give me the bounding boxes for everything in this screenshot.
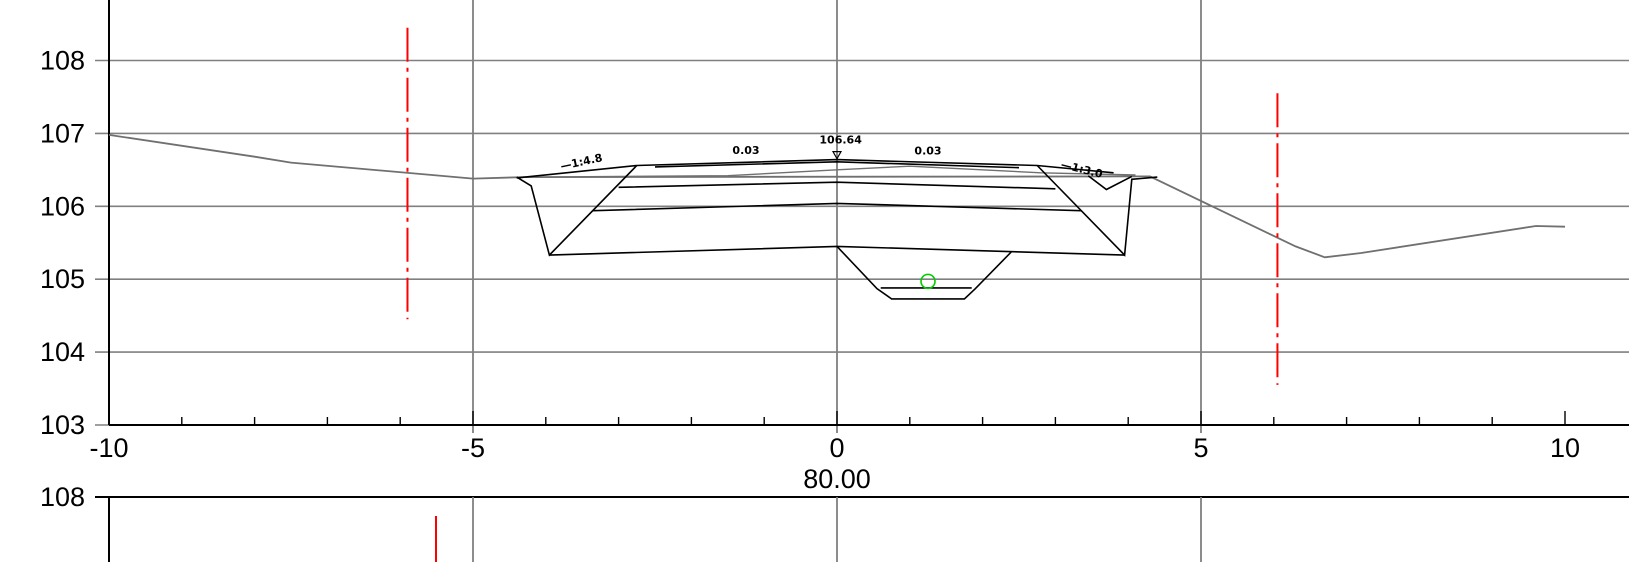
grid-lines (95, 0, 1629, 433)
dimension-label: 0.03 (732, 144, 759, 157)
elevation-marker-icon (831, 151, 843, 160)
utility-trench (836, 245, 1013, 300)
y-tick-label: 108 (40, 482, 85, 512)
ditch-right (1087, 175, 1133, 191)
x-tick-label: -5 (461, 433, 485, 463)
pavement-layer-line (593, 202, 1081, 212)
annotations: 106.640.03 0.03—1:4.8 —1:3.0 (559, 134, 1104, 181)
x-tick-label: 5 (1193, 433, 1208, 463)
axis-ticks (108, 411, 1629, 426)
dimension-label: 106.64 (819, 134, 862, 147)
pavement-layer-line (618, 181, 1056, 190)
y-tick-label: 107 (40, 118, 85, 148)
x-tick-label: 10 (1550, 433, 1580, 463)
right-of-way-markers (406, 27, 1279, 385)
x-tick-label: 0 (829, 433, 844, 463)
y-tick-label: 108 (40, 46, 85, 76)
x-tick-label: -10 (89, 433, 128, 463)
ground-line (108, 134, 1566, 259)
road-design (516, 151, 1158, 300)
axis-labels: 103 104 105 106 107 108 -10 -5 0 5 10 80.00 (40, 46, 1580, 495)
pipe-circle (920, 273, 936, 290)
next-cross-section: 108 (40, 482, 1629, 562)
station-label: 80.00 (803, 464, 871, 494)
excavation-outline-right (1036, 164, 1158, 257)
ground-profile (108, 134, 1566, 259)
y-tick-label: 105 (40, 264, 85, 294)
road-surface-inner (654, 160, 1020, 169)
existing-surface-line (538, 165, 1136, 178)
dimension-label: 0.03 (914, 145, 941, 158)
y-tick-label: 103 (40, 410, 85, 440)
y-tick-label: 106 (40, 191, 85, 221)
excavation-outline-left (516, 164, 638, 257)
y-tick-label: 104 (40, 337, 85, 367)
slope-label: —1:3.0 (1060, 158, 1105, 181)
